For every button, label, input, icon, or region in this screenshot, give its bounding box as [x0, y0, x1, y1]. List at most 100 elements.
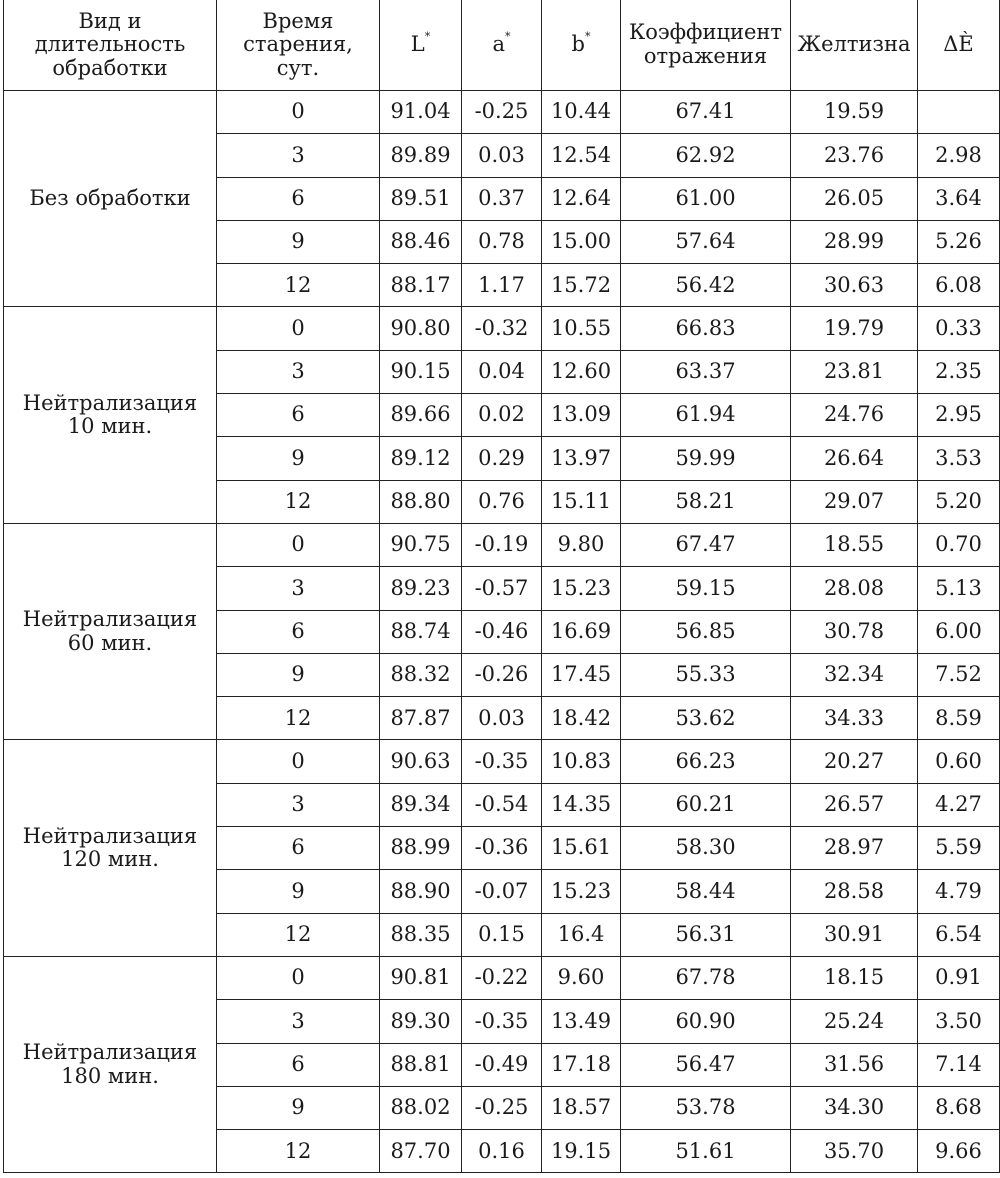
aging-time-cell: 9 — [216, 436, 380, 481]
header-b-star: b* — [541, 0, 621, 91]
treatment-group-label: Нейтрализация 120 мин. — [3, 739, 217, 957]
delta-e-cell: 8.68 — [917, 1085, 1000, 1131]
a-star-cell: 0.29 — [461, 436, 542, 481]
aging-time-cell: 6 — [216, 1042, 380, 1087]
l-star-cell: 89.12 — [379, 436, 462, 481]
table-row: 9 88.02 -0.25 18.57 53.78 34.30 8.68 — [4, 1085, 1000, 1131]
aging-time-cell: 9 — [216, 652, 380, 698]
yellowness-cell: 34.33 — [790, 696, 918, 741]
l-star-cell: 91.04 — [379, 89, 462, 135]
delta-e-cell: 2.95 — [917, 393, 1000, 438]
a-star-cell: 0.15 — [461, 912, 542, 957]
yellowness-cell: 24.76 — [790, 393, 918, 438]
yellowness-cell: 30.78 — [790, 609, 918, 654]
yellowness-cell: 25.24 — [790, 999, 918, 1044]
l-star-cell: 88.02 — [379, 1085, 462, 1131]
b-star-cell: 18.57 — [541, 1085, 621, 1131]
reflectance-cell: 56.47 — [620, 1042, 791, 1087]
treatment-group-label: Нейтрализация 60 мин. — [3, 522, 217, 741]
reflectance-cell: 60.90 — [620, 999, 791, 1044]
b-star-cell: 12.60 — [541, 349, 621, 395]
aging-time-cell: 12 — [216, 696, 380, 741]
b-star-cell: 9.80 — [541, 522, 621, 568]
yellowness-cell: 28.97 — [790, 826, 918, 871]
delta-e-cell: 5.59 — [917, 826, 1000, 871]
l-star-cell: 88.35 — [379, 912, 462, 957]
delta-e-cell: 9.66 — [917, 1129, 1000, 1174]
a-star-cell: 0.03 — [461, 696, 542, 741]
l-star-cell: 88.90 — [379, 869, 462, 914]
reflectance-cell: 53.62 — [620, 696, 791, 741]
l-star-cell: 90.81 — [379, 955, 462, 1001]
reflectance-cell: 63.37 — [620, 349, 791, 395]
l-star-cell: 89.23 — [379, 566, 462, 611]
header-aging-time: Время старения, сут. — [216, 0, 380, 91]
table-row: 12 87.70 0.16 19.15 51.61 35.70 9.66 — [4, 1129, 1000, 1174]
a-star-cell: -0.35 — [461, 999, 542, 1044]
l-star-cell: 90.75 — [379, 522, 462, 568]
header-treatment: Вид и длительность обработки — [3, 0, 217, 91]
header-row: Вид и длительность обработки Время старе… — [3, 0, 1000, 91]
b-star-cell: 15.72 — [541, 263, 621, 308]
a-star-cell: -0.49 — [461, 1042, 542, 1087]
delta-e-cell: 0.91 — [917, 955, 1000, 1001]
b-star-cell: 13.97 — [541, 436, 621, 481]
table-row: 3 89.34 -0.54 14.35 60.21 26.57 4.27 — [4, 782, 1000, 828]
a-star-cell: -0.32 — [461, 306, 542, 351]
delta-e-cell: 0.60 — [917, 739, 1000, 784]
reflectance-cell: 58.44 — [620, 869, 791, 914]
l-star-cell: 89.34 — [379, 782, 462, 828]
table-row: 6 88.74 -0.46 16.69 56.85 30.78 6.00 — [4, 609, 1000, 654]
aging-time-cell: 3 — [216, 999, 380, 1044]
yellowness-cell: 28.99 — [790, 219, 918, 265]
table-row: 3 89.23 -0.57 15.23 59.15 28.08 5.13 — [4, 566, 1000, 611]
b-star-cell: 14.35 — [541, 782, 621, 828]
a-star-cell: -0.07 — [461, 869, 542, 914]
b-star-cell: 10.44 — [541, 89, 621, 135]
table-row: Нейтрализация 10 мин. 0 90.80 -0.32 10.55 66.8… — [3, 306, 1000, 524]
delta-e-cell: 5.26 — [917, 219, 1000, 265]
reflectance-cell: 61.00 — [620, 176, 791, 221]
l-star-cell: 90.15 — [379, 349, 462, 395]
aging-time-cell: 0 — [216, 739, 380, 784]
a-star-cell: 0.04 — [461, 349, 542, 395]
aging-time-cell: 3 — [216, 566, 380, 611]
delta-e-cell: 6.08 — [917, 263, 1000, 308]
reflectance-cell: 55.33 — [620, 652, 791, 698]
yellowness-cell: 26.57 — [790, 782, 918, 828]
l-star-cell: 87.87 — [379, 696, 462, 741]
a-star-cell: 0.02 — [461, 393, 542, 438]
reflectance-cell: 61.94 — [620, 393, 791, 438]
table-row: 12 88.35 0.15 16.4 56.31 30.91 6.54 — [4, 912, 1000, 957]
treatment-group-label: Нейтрализация 180 мин. — [3, 955, 217, 1174]
delta-e-cell: 0.70 — [917, 522, 1000, 568]
b-star-cell: 13.09 — [541, 393, 621, 438]
reflectance-cell: 58.30 — [620, 826, 791, 871]
yellowness-cell: 30.63 — [790, 263, 918, 308]
b-star-cell: 9.60 — [541, 955, 621, 1001]
aging-time-cell: 9 — [216, 1085, 380, 1131]
delta-e-cell: 4.27 — [917, 782, 1000, 828]
a-star-cell: 0.03 — [461, 133, 542, 178]
table-row: 3 89.89 0.03 12.54 62.92 23.76 2.98 — [4, 133, 1000, 178]
delta-e-cell: 3.64 — [917, 176, 1000, 221]
l-star-cell: 88.17 — [379, 263, 462, 308]
table-row: 6 88.81 -0.49 17.18 56.47 31.56 7.14 — [4, 1042, 1000, 1087]
b-star-cell: 10.55 — [541, 306, 621, 351]
delta-e-cell: 7.14 — [917, 1042, 1000, 1087]
yellowness-cell: 19.79 — [790, 306, 918, 351]
reflectance-cell: 57.64 — [620, 219, 791, 265]
yellowness-cell: 23.76 — [790, 133, 918, 178]
delta-e-cell: 0.33 — [917, 306, 1000, 351]
table-row: 12 88.80 0.76 15.11 58.21 29.07 5.20 — [4, 479, 1000, 524]
b-star-cell: 15.11 — [541, 479, 621, 524]
delta-e-cell: 2.35 — [917, 349, 1000, 395]
reflectance-cell: 56.42 — [620, 263, 791, 308]
yellowness-cell: 26.05 — [790, 176, 918, 221]
reflectance-cell: 53.78 — [620, 1085, 791, 1131]
yellowness-cell: 28.58 — [790, 869, 918, 914]
header-delta-e: ΔÈ — [917, 0, 1000, 91]
table-row: 9 89.12 0.29 13.97 59.99 26.64 3.53 — [4, 436, 1000, 481]
b-star-cell: 15.23 — [541, 869, 621, 914]
table-row: Без обработки 0 91.04 -0.25 10.44 67.41 19.59 — [3, 89, 1000, 308]
